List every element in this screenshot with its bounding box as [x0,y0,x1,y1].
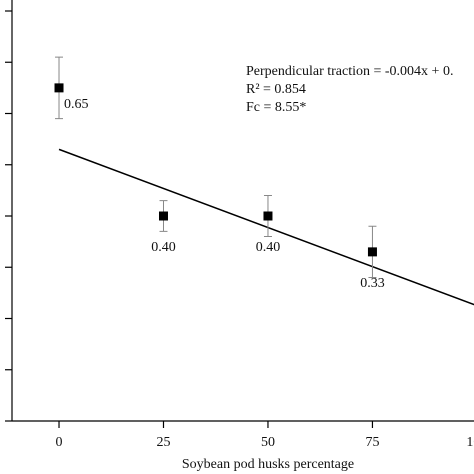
x-tick-label: 50 [261,435,275,450]
point [54,83,64,93]
x-tick-label: 100 [466,435,474,450]
data-label: 0.40 [256,240,281,255]
x-tick-label: 75 [365,435,379,450]
annotation: Fc = 8.55* [246,100,306,115]
point [263,211,273,221]
x-tick-label: 0 [56,435,63,450]
annotation: Perpendicular traction = -0.004x + 0. [246,64,453,79]
x-tick-label: 25 [156,435,170,450]
x-axis-label: Soybean pod husks percentage [182,457,354,472]
data-label: 0.33 [360,276,385,291]
point [367,247,377,257]
data-label: 0.65 [64,97,89,112]
point [158,211,168,221]
trend-line [58,148,474,306]
annotation: R² = 0.854 [246,82,306,97]
data-label: 0.40 [151,240,176,255]
